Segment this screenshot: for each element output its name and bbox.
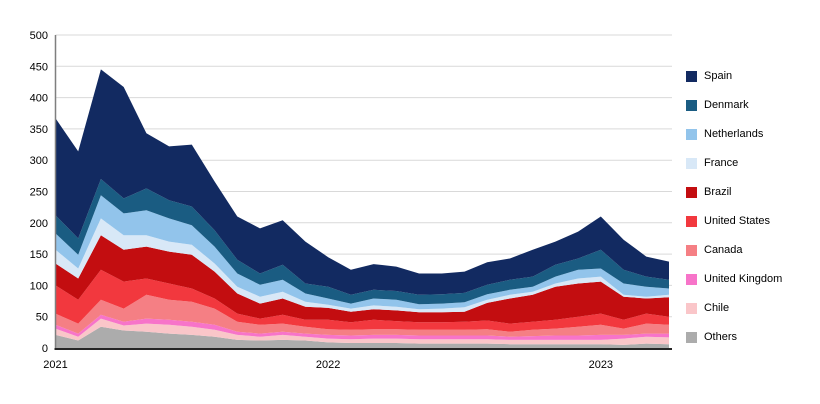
- y-axis-tick-label: 150: [30, 249, 48, 261]
- y-axis-tick-label: 450: [30, 61, 48, 73]
- legend-item-denmark: Denmark: [686, 91, 782, 120]
- legend-item-netherlands: Netherlands: [686, 120, 782, 149]
- chart-legend: Spain Denmark Netherlands France Brazil Unite…: [686, 62, 782, 352]
- legend-swatch-spain: [686, 71, 697, 82]
- legend-item-canada: Canada: [686, 236, 782, 265]
- legend-swatch-united-kingdom: [686, 274, 697, 285]
- legend-label: Netherlands: [704, 128, 764, 140]
- y-axis-tick-label: 300: [30, 155, 48, 167]
- y-axis-tick-label: 500: [30, 30, 48, 42]
- legend-label: Spain: [704, 70, 733, 82]
- legend-label: United States: [704, 215, 771, 227]
- legend-label: United Kingdom: [704, 273, 783, 285]
- legend-item-united-kingdom: United Kingdom: [686, 265, 782, 294]
- legend-item-chile: Chile: [686, 294, 782, 323]
- legend-item-france: France: [686, 149, 782, 178]
- legend-item-others: Others: [686, 323, 782, 352]
- legend-swatch-denmark: [686, 100, 697, 111]
- y-axis-tick-label: 50: [36, 312, 48, 324]
- area-series-canada: [55, 294, 669, 337]
- x-axis-tick-label: 2023: [589, 359, 613, 371]
- legend-item-brazil: Brazil: [686, 178, 782, 207]
- legend-item-united-states: United States: [686, 207, 782, 236]
- legend-label: France: [704, 157, 739, 169]
- legend-swatch-france: [686, 158, 697, 169]
- y-axis-tick-label: 250: [30, 187, 48, 199]
- area-series-spain: [55, 69, 669, 295]
- legend-label: Chile: [704, 302, 730, 314]
- legend-swatch-brazil: [686, 187, 697, 198]
- legend-swatch-others: [686, 332, 697, 343]
- area-series-brazil: [55, 235, 669, 324]
- y-axis-tick-label: 100: [30, 280, 48, 292]
- legend-swatch-netherlands: [686, 129, 697, 140]
- legend-swatch-united-states: [686, 216, 697, 227]
- y-axis-tick-label: 200: [30, 218, 48, 230]
- legend-item-spain: Spain: [686, 62, 782, 91]
- y-axis-tick-label: 350: [30, 124, 48, 136]
- y-axis-tick-label: 400: [30, 93, 48, 105]
- legend-label: Canada: [704, 244, 743, 256]
- area-series-others: [55, 326, 669, 348]
- y-axis-tick-label: 0: [42, 343, 48, 355]
- area-series-chile: [55, 318, 669, 345]
- area-series-united-states: [55, 269, 669, 332]
- x-axis-tick-label: 2022: [316, 359, 340, 371]
- legend-swatch-chile: [686, 303, 697, 314]
- legend-label: Brazil: [704, 186, 732, 198]
- x-axis-tick-label: 2021: [43, 359, 67, 371]
- legend-label: Others: [704, 331, 738, 343]
- area-series-united-kingdom: [55, 314, 669, 340]
- legend-label: Denmark: [704, 99, 749, 111]
- legend-swatch-canada: [686, 245, 697, 256]
